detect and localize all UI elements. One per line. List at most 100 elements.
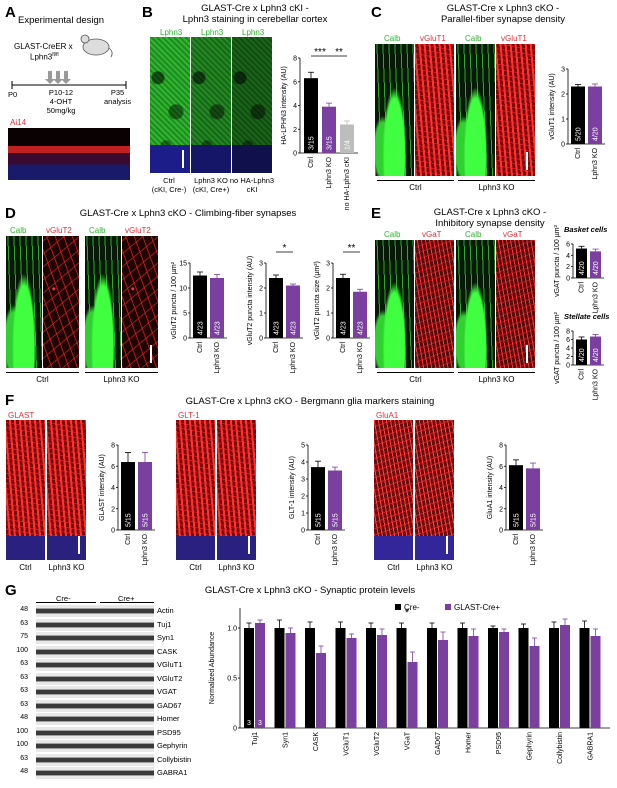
blot-band-row bbox=[36, 659, 154, 671]
x-tick-label: Syn1 bbox=[283, 732, 290, 748]
x-tick-label: Lphn3 KO bbox=[357, 341, 364, 373]
y-tick-label: 0 bbox=[111, 528, 115, 535]
blot-protein-label: Homer bbox=[157, 714, 180, 723]
n-label: 4/23 bbox=[198, 321, 205, 335]
blot-mw-label: 100 bbox=[16, 727, 28, 735]
y-axis-label: vGluT2 puncta size (µm²) bbox=[314, 261, 321, 340]
bar bbox=[121, 462, 135, 530]
y-axis-label: HA-LPHN3 intensity (AU) bbox=[281, 66, 288, 145]
n-label: 5/15 bbox=[514, 513, 521, 527]
bar bbox=[316, 653, 326, 728]
chart-d3: 0 1 2 3 vGluT2 puncta size (µm²) 4/23 Ctrl 4/23… bbox=[314, 243, 370, 374]
x-tick-label: no HA-Lphn3 cKI bbox=[344, 157, 351, 210]
blot-band-row bbox=[36, 726, 154, 739]
bar bbox=[549, 628, 559, 728]
y-tick-label: 3 bbox=[561, 67, 565, 74]
bar bbox=[138, 462, 152, 530]
e-image-vgat-ctrl bbox=[415, 240, 454, 368]
y-tick-label: 4 bbox=[566, 346, 570, 353]
bar bbox=[210, 278, 224, 338]
blot-protein-label: Tuj1 bbox=[157, 619, 172, 629]
bar bbox=[590, 336, 601, 365]
g-cre-minus: Cre- bbox=[56, 594, 71, 603]
e-image-calb-ko bbox=[456, 240, 495, 368]
y-tick-label: 8 bbox=[293, 56, 297, 63]
blot-mw-label: 63 bbox=[20, 673, 28, 681]
e-sub-stellate: Stellate cells bbox=[564, 312, 610, 321]
blot-protein-label: VGluT2 bbox=[157, 673, 183, 683]
x-tick-label: Homer bbox=[466, 731, 473, 753]
y-tick-label: 5 bbox=[301, 443, 305, 450]
y-tick-label: 0 bbox=[566, 276, 570, 283]
bar bbox=[328, 470, 342, 530]
y-tick-label: 8 bbox=[111, 443, 115, 450]
sig-star: * bbox=[405, 607, 410, 619]
x-tick-label: Ctrl bbox=[579, 369, 586, 380]
y-tick-label: 2 bbox=[499, 506, 503, 513]
y-tick-label: 2 bbox=[561, 92, 565, 99]
d-image-vglut2-ko bbox=[122, 236, 158, 368]
bar bbox=[529, 646, 540, 728]
d-cond-ko: Lphn3 KO bbox=[103, 375, 140, 384]
c-ch-label-1: Calb bbox=[384, 34, 401, 43]
panel-letter-c: C bbox=[371, 4, 382, 21]
c-bracket-ctrl bbox=[377, 180, 454, 181]
blot-mw-label: 48 bbox=[20, 714, 28, 721]
bar bbox=[335, 628, 346, 728]
blot-mw-label: 48 bbox=[20, 768, 28, 775]
c-ch-label-2: vGluT1 bbox=[420, 34, 446, 43]
x-tick-label: CASK bbox=[313, 732, 320, 751]
y-tick-label: 1 bbox=[259, 311, 263, 318]
panel-e-title: GLAST-Cre x Lphn3 cKO - Inhibitory synaps… bbox=[433, 207, 547, 229]
e-ch-label-3: Calb bbox=[465, 230, 482, 239]
f-ch-label-glt1: GLT-1 bbox=[178, 411, 200, 420]
f-image-glast-ctrl bbox=[6, 420, 45, 560]
y-tick-label: 2 bbox=[111, 506, 115, 513]
y-tick-label: 0 bbox=[259, 336, 263, 343]
bar bbox=[579, 628, 590, 728]
c-image-calb-ctrl bbox=[375, 44, 414, 176]
y-axis-label: Normalized Abundance bbox=[209, 632, 216, 704]
bar bbox=[576, 248, 587, 278]
b-cond-ko: Lphn3 KO (cKI, Cre+) bbox=[192, 176, 230, 194]
d-ch-label-3: Calb bbox=[89, 226, 106, 235]
n-label: 4/20 bbox=[593, 127, 600, 141]
bar bbox=[488, 628, 498, 728]
b-ch-label-1: Lphn3 bbox=[160, 28, 183, 37]
ai14-image bbox=[8, 128, 130, 180]
blot-protein-label: Actin bbox=[157, 606, 174, 615]
e-ch-label-1: Calb bbox=[384, 230, 401, 239]
panel-letter-b: B bbox=[142, 4, 153, 21]
y-tick-label: 3 bbox=[301, 477, 305, 484]
bar bbox=[285, 633, 296, 728]
blot-protein-label: GAD67 bbox=[157, 700, 182, 710]
bar bbox=[468, 636, 479, 728]
mouse-icon bbox=[80, 34, 113, 58]
panel-f-title: GLAST-Cre x Lphn3 cKO - Bergmann glia ma… bbox=[185, 396, 435, 407]
d-image-vglut2-ctrl bbox=[43, 236, 79, 368]
bar bbox=[588, 86, 602, 144]
x-tick-label: VGluT2 bbox=[374, 732, 381, 756]
y-tick-label: 0 bbox=[183, 336, 187, 343]
chart-f2: 0 1 2 3 4 5 GLT-1 intensity (AU) 5/15 Ctrl 5/15 Lp… bbox=[289, 443, 345, 566]
blot-protein-label: CASK bbox=[157, 646, 178, 656]
b-cond-noha: no HA-Lphn3 cKI bbox=[229, 176, 275, 194]
b-image-ctrl bbox=[150, 37, 190, 173]
bar bbox=[509, 465, 523, 530]
e-scalebar bbox=[526, 345, 528, 363]
n-label: 5/20 bbox=[576, 127, 583, 141]
y-tick-label: 3 bbox=[326, 261, 330, 268]
y-axis-label: GluA1 intensity (AU) bbox=[487, 456, 494, 519]
x-tick-label: Lphn3 KO bbox=[530, 533, 537, 565]
bar bbox=[590, 251, 601, 278]
x-tick-label: Ctrl bbox=[513, 534, 520, 545]
y-tick-label: 10 bbox=[179, 286, 187, 293]
n-label: 4/23 bbox=[341, 321, 348, 335]
blot-protein-label: Gephyrin bbox=[157, 741, 188, 750]
blot-band-row bbox=[36, 686, 154, 698]
f-scalebar-1 bbox=[78, 536, 80, 554]
panel-b-title: GLAST-Cre x Lphn3 cKI - Lphn3 staining in… bbox=[182, 3, 328, 25]
y-tick-label: 2 bbox=[301, 494, 305, 501]
bar bbox=[560, 625, 570, 728]
sig-star: ** bbox=[335, 47, 343, 58]
